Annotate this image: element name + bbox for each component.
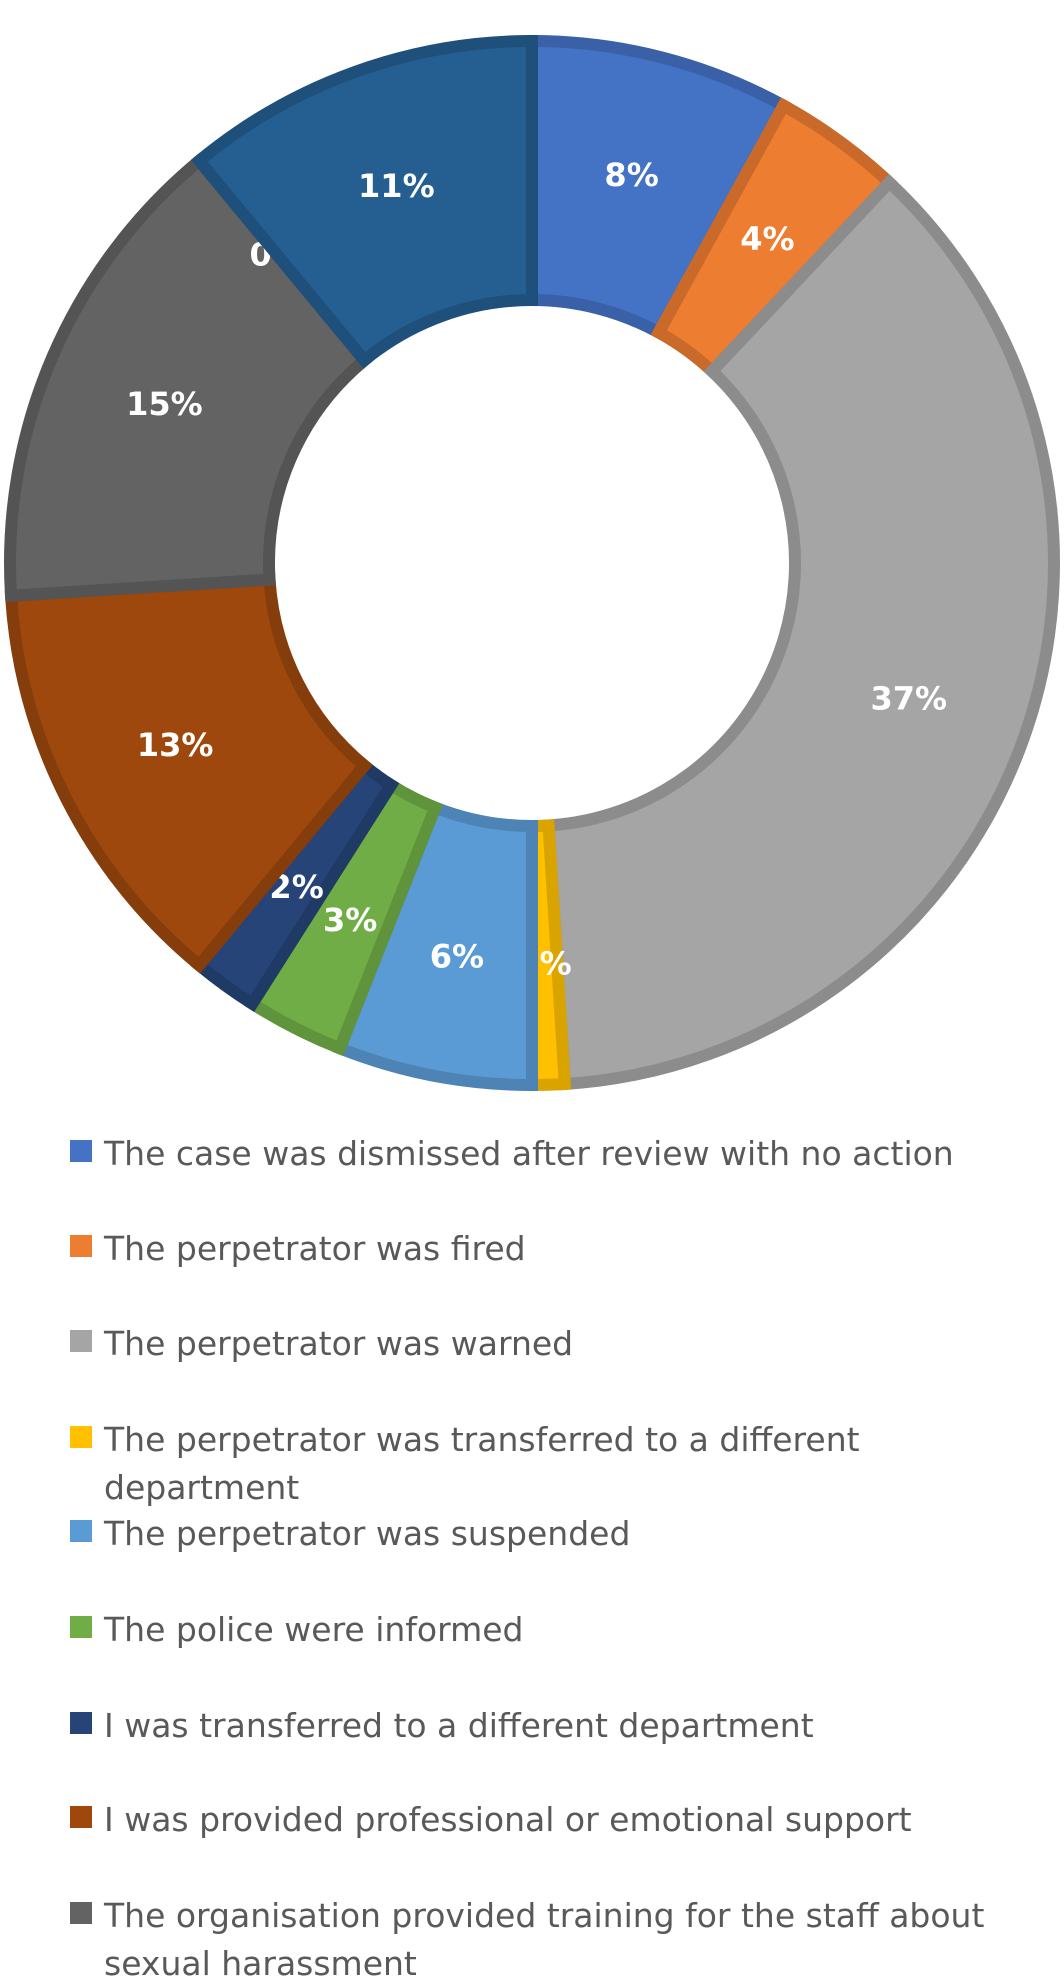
legend-item: The organisation provided training for t… xyxy=(70,1892,1030,1988)
legend-swatch xyxy=(70,1426,92,1448)
legend-item: The perpetrator was fired xyxy=(70,1225,1030,1273)
donut-slice xyxy=(542,173,1060,1091)
legend-label: The perpetrator was warned xyxy=(104,1324,574,1363)
donut-slice xyxy=(190,34,538,369)
data-label: 3% xyxy=(323,901,377,939)
legend-label: The perpetrator was transferred to a dif… xyxy=(104,1420,860,1507)
data-label: 4% xyxy=(740,220,794,258)
legend-item: I was provided professional or emotional… xyxy=(70,1796,1030,1844)
legend-item: I was transferred to a different departm… xyxy=(70,1702,1030,1750)
donut-slice xyxy=(4,152,373,603)
legend-swatch xyxy=(70,1806,92,1828)
legend-label: The perpetrator was fired xyxy=(104,1229,526,1268)
donut-slice xyxy=(4,573,373,974)
legend-label: The organisation provided training for t… xyxy=(104,1896,985,1983)
legend-item: The perpetrator was transferred to a dif… xyxy=(70,1416,1030,1512)
legend-label: The perpetrator was suspended xyxy=(104,1514,631,1553)
data-label: 13% xyxy=(137,726,214,764)
legend-label: The case was dismissed after review with… xyxy=(104,1134,954,1173)
legend-item: The perpetrator was warned xyxy=(70,1320,1030,1368)
legend-item: The case was dismissed after review with… xyxy=(70,1130,1030,1178)
data-label: 15% xyxy=(126,385,203,423)
data-label: 6% xyxy=(430,937,484,975)
legend-label: I was transferred to a different departm… xyxy=(104,1706,814,1745)
donut-chart: 8%4%37%1%6%3%2%13%15%0%11% xyxy=(4,34,1060,1092)
legend-item: The police were informed xyxy=(70,1606,1030,1654)
legend-label: I was provided professional or emotional… xyxy=(104,1800,912,1839)
legend-swatch xyxy=(70,1330,92,1352)
data-label: 11% xyxy=(358,167,435,205)
legend-swatch xyxy=(70,1902,92,1924)
legend-swatch xyxy=(70,1616,92,1638)
data-label: 37% xyxy=(871,680,948,718)
legend-swatch xyxy=(70,1520,92,1542)
legend-item: The perpetrator was suspended xyxy=(70,1510,1030,1558)
legend-label: The police were informed xyxy=(104,1610,524,1649)
data-label: 8% xyxy=(604,156,658,194)
legend-swatch xyxy=(70,1712,92,1734)
legend-swatch xyxy=(70,1235,92,1257)
legend-swatch xyxy=(70,1140,92,1162)
